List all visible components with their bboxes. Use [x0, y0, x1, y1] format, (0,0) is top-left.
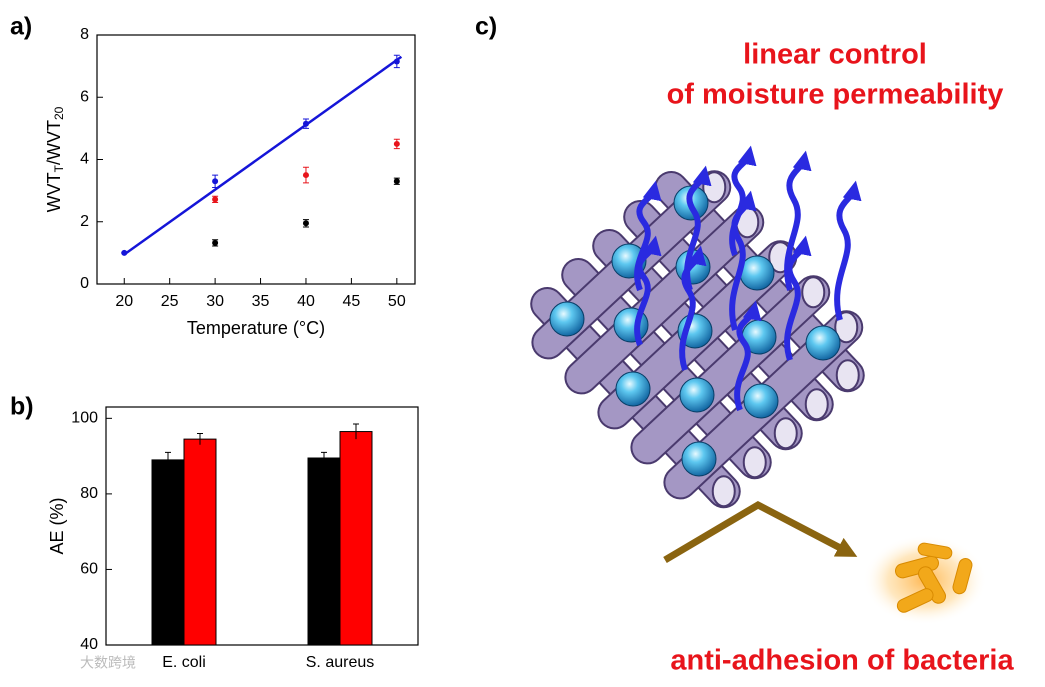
sphere — [805, 325, 841, 361]
flow-arrow — [684, 165, 712, 291]
point — [302, 220, 309, 227]
fit-line — [123, 55, 403, 256]
sphere — [679, 377, 715, 413]
error-bar — [197, 432, 203, 445]
y-tick-label: 80 — [80, 485, 98, 502]
flow-arrow — [784, 235, 812, 361]
diagram-text: of moisture permeability — [667, 79, 1004, 111]
bacterium — [917, 542, 953, 560]
x-tick-label: 35 — [252, 293, 270, 310]
flow-arrow — [634, 180, 662, 292]
y-axis-label-part: /WVT — [44, 120, 64, 165]
point — [302, 172, 309, 179]
flow-arrow — [834, 180, 862, 321]
x-tick-label: 40 — [297, 293, 315, 310]
mesh-diagram — [530, 145, 865, 509]
flow-arrow — [729, 145, 757, 257]
y-tick-label: 0 — [80, 275, 89, 292]
x-tick-label: 20 — [115, 293, 133, 310]
panel-label: a) — [10, 13, 32, 41]
point — [393, 58, 400, 65]
point — [212, 239, 219, 246]
rod-cap — [835, 359, 860, 392]
bar — [151, 459, 185, 646]
x-tick-label: 45 — [343, 293, 361, 310]
point — [393, 178, 400, 185]
y-tick-label: 6 — [80, 88, 89, 105]
bar — [183, 438, 217, 646]
panel-label: b) — [10, 393, 34, 421]
point — [393, 140, 400, 147]
brown-arrow — [663, 500, 858, 564]
rod-cap — [801, 276, 826, 309]
x-tick-label: 50 — [388, 293, 406, 310]
bar — [307, 457, 341, 646]
y-tick-label: 2 — [80, 213, 89, 230]
sphere — [743, 383, 779, 419]
x-tick-label: 25 — [161, 293, 179, 310]
flow-arrow — [734, 300, 762, 412]
rod — [566, 207, 763, 393]
error-bar — [321, 451, 327, 464]
bacterium — [952, 558, 973, 595]
y-axis-label-part: T — [52, 164, 66, 172]
x-axis-label: Temperature (°C) — [187, 318, 325, 338]
y-axis-label-part: WVT — [44, 172, 64, 212]
rod — [632, 277, 829, 463]
flow-arrow — [634, 235, 662, 347]
x-tick-label: S. aureus — [306, 654, 374, 671]
bacterium — [896, 588, 934, 613]
y-tick-label: 4 — [80, 151, 89, 168]
x-tick-label: E. coli — [162, 654, 206, 671]
y-axis-label: WVTT/WVT20 — [44, 106, 66, 212]
rod-cap — [711, 475, 736, 508]
y-tick-label: 8 — [80, 26, 89, 43]
y-tick-label: 60 — [80, 561, 98, 578]
rod-cap — [742, 446, 767, 479]
rod-cap — [773, 417, 798, 450]
y-tick-label: 40 — [80, 636, 98, 653]
bar — [339, 431, 373, 646]
sphere — [681, 441, 717, 477]
y-tick-label: 100 — [71, 410, 98, 427]
error-bar — [353, 423, 359, 440]
watermark: 大数跨境 — [80, 655, 136, 671]
error-bar — [165, 451, 171, 468]
point — [121, 249, 128, 256]
diagram-text: linear control — [743, 39, 927, 71]
sphere — [615, 371, 651, 407]
point — [212, 178, 219, 185]
point — [302, 120, 309, 127]
x-tick-label: 30 — [206, 293, 224, 310]
plot-frame — [105, 406, 419, 646]
rod-cap — [804, 388, 829, 421]
y-axis-label: AE (%) — [47, 497, 67, 554]
point — [212, 196, 219, 203]
diagram-text: anti-adhesion of bacteria — [670, 645, 1014, 677]
sphere — [549, 301, 585, 337]
flow-arrow — [784, 150, 812, 291]
panel-label: c) — [475, 13, 497, 41]
flow-arrow — [679, 245, 707, 371]
bacteria — [895, 542, 973, 613]
y-axis-label-part: 20 — [52, 106, 66, 120]
